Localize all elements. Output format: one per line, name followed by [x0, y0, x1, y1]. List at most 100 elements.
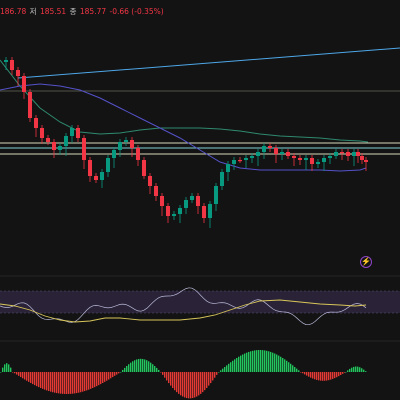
macd-bar [148, 361, 150, 372]
candle-body [360, 156, 364, 160]
macd-bar [90, 372, 92, 389]
macd-bar [304, 372, 306, 375]
low-value: 185.51 [39, 7, 67, 16]
macd-bar [345, 372, 347, 373]
macd-bar [242, 354, 244, 372]
macd-bar [296, 368, 298, 372]
candle-body [40, 128, 44, 138]
macd-bar [70, 372, 72, 394]
macd-bar [64, 372, 66, 394]
macd-bar [208, 372, 210, 386]
macd-bar [294, 366, 296, 372]
candle-body [304, 158, 308, 160]
macd-bar [144, 359, 146, 372]
macd-bar [218, 372, 220, 373]
macd-bar [124, 367, 126, 372]
macd-bar [288, 362, 290, 372]
candle-body [58, 146, 62, 150]
moving-average-slow [0, 83, 367, 172]
candle-body [356, 152, 360, 156]
macd-bar [248, 351, 250, 372]
candle-body [70, 128, 74, 136]
macd-bar [20, 372, 22, 378]
macd-bar [284, 359, 286, 372]
macd-bar [298, 370, 300, 372]
macd-bar [186, 372, 188, 399]
macd-bar [316, 372, 318, 380]
macd-bar [232, 360, 234, 372]
macd-bar [116, 372, 118, 375]
trendline[interactable] [17, 47, 400, 79]
rsi-line [0, 287, 367, 326]
candle-body [178, 208, 182, 214]
macd-bar [246, 352, 248, 372]
pane-separators [0, 275, 400, 342]
macd-bar [258, 350, 260, 372]
macd-bar [154, 366, 156, 372]
macd-bar [230, 362, 232, 372]
macd-bar [272, 352, 274, 372]
macd-bar [330, 372, 332, 380]
macd-bar [256, 350, 258, 372]
candle-body [22, 76, 26, 92]
macd-bar [190, 372, 192, 399]
lightning-icon[interactable]: ⚡ [360, 256, 372, 268]
candle-body [136, 148, 140, 160]
change-value: -0.66 (-0.35%) [109, 7, 164, 16]
macd-bar [84, 372, 86, 392]
macd-bar [300, 372, 302, 373]
candle-body [64, 136, 68, 146]
candle-body [52, 142, 56, 150]
macd-bar [108, 372, 110, 380]
low-label: 저 [29, 7, 37, 16]
candle-body [88, 160, 92, 176]
close-label: 종 [69, 7, 77, 16]
macd-bar [314, 372, 316, 380]
close-value: 185.77 [79, 7, 107, 16]
candle-body [274, 148, 278, 154]
macd-bar [244, 353, 246, 372]
macd-bar [8, 364, 10, 372]
ohlc-legend: 186.78 저 185.51 종 185.77 -0.66 (-0.35%) [0, 5, 400, 19]
macd-bar [150, 362, 152, 372]
macd-bar [318, 372, 320, 381]
macd-bar [106, 372, 108, 381]
candle-body [226, 164, 230, 172]
macd-bar [250, 351, 252, 372]
macd-bar [118, 372, 120, 374]
macd-bar [146, 360, 148, 372]
macd-bar [138, 358, 140, 372]
macd-bar [164, 372, 166, 378]
macd-bar [286, 360, 288, 372]
candle-body [322, 158, 326, 162]
macd-bar [46, 372, 48, 391]
candle-body [196, 196, 200, 206]
macd-bar [198, 372, 200, 396]
macd-bar [262, 350, 264, 372]
candle-body [100, 172, 104, 180]
macd-bar [192, 372, 194, 399]
candle-body [82, 138, 86, 160]
macd-bar [76, 372, 78, 394]
macd-bar [347, 370, 349, 372]
macd-bar [359, 367, 361, 372]
macd-bar [80, 372, 82, 393]
macd-bar [276, 354, 278, 372]
macd-bar [349, 368, 351, 372]
candle-body [292, 156, 296, 158]
macd-bar [196, 372, 198, 397]
macd-histogram [0, 350, 367, 399]
macd-bar [236, 358, 238, 372]
candle-body [232, 160, 236, 164]
macd-bar [2, 367, 4, 372]
macd-bar [82, 372, 84, 392]
macd-bar [132, 361, 134, 372]
macd-bar [357, 366, 359, 372]
candle-body [346, 152, 350, 156]
macd-bar [50, 372, 52, 392]
moving-average-fast [0, 59, 369, 143]
candle-body [46, 138, 50, 142]
macd-bar [188, 372, 190, 399]
